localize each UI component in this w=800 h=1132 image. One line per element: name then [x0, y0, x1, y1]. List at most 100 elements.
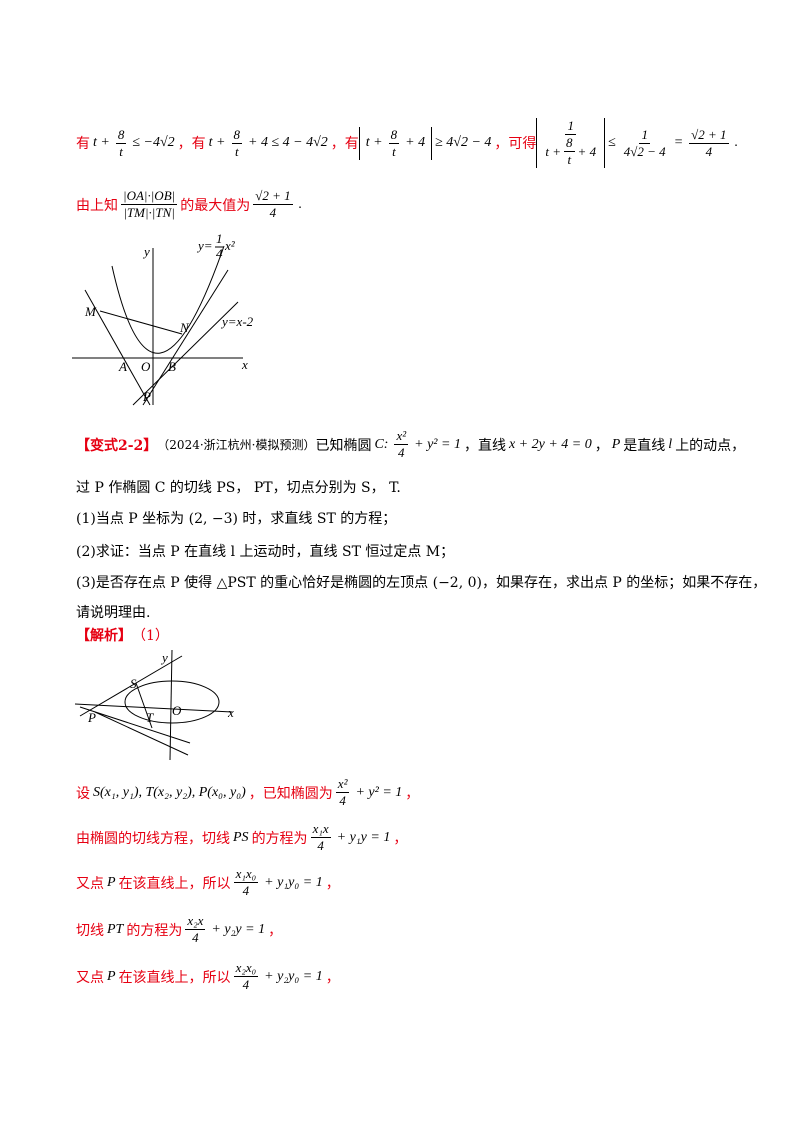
chord-st: [135, 682, 153, 729]
m3-lead: t +: [365, 135, 383, 150]
m2-tail: + 4 ≤ 4 − 4√2: [248, 135, 328, 150]
point-label: T: [146, 710, 154, 725]
point-label: O: [141, 359, 151, 374]
solution-line: 由椭圆的切线方程，切线 PS 的方程为 x₁x 4 + y₁y = 1，: [76, 821, 407, 854]
axis-label: y: [160, 650, 168, 665]
problem-line: 请说明理由.: [76, 602, 150, 622]
m3-num: 8: [388, 126, 400, 144]
source: （2024·浙江杭州·模拟预测）: [157, 438, 316, 452]
end: ，: [268, 922, 283, 939]
p2: 的最大值为: [180, 197, 251, 214]
problem-line: 【变式2-2】 （2024·浙江杭州·模拟预测） 已知椭圆 C: x² 4 + y² = …: [76, 428, 745, 461]
q3b: 请说明理由.: [76, 605, 151, 621]
problem-line: (3)是否存在点 P 使得 △PST 的重心恰好是椭圆的左顶点 (−2, 0)，…: [76, 572, 766, 592]
tail: + y₁y = 1: [336, 829, 391, 845]
m3-after: ≥ 4√2 − 4: [435, 135, 492, 150]
m4-rel: ≤: [608, 135, 616, 150]
den: |TM|·|TN|: [123, 205, 175, 220]
end: .: [298, 196, 303, 212]
tail: + y₂y₀ = 1: [264, 968, 323, 984]
m4-den-lead: t +: [545, 143, 562, 159]
line-label: y=x-2: [220, 314, 254, 329]
point-label: S: [130, 676, 137, 691]
m2-num: 8: [231, 126, 243, 144]
m4-num: 1: [565, 118, 576, 135]
num: x₁x: [310, 821, 331, 838]
curve-label: 1: [216, 231, 223, 246]
curve-label: x²: [224, 238, 236, 253]
s2: ，直线: [463, 437, 506, 454]
p2: 的方程为: [251, 830, 308, 847]
p1: 又点: [76, 875, 104, 892]
chord-mn: [99, 310, 183, 335]
num: x₂x: [185, 913, 206, 930]
layout: x² 4: [394, 428, 409, 461]
p1: 切线: [76, 922, 104, 939]
m3-tail: + 4: [405, 135, 426, 150]
intro-line: 有 t +8 t ≤ −4√2 ，有 t +8 t + 4 ≤ 4 − 4√2 ，有 t…: [76, 118, 741, 168]
s4: 是直线: [623, 437, 666, 454]
solution-line: 又点 P 在该直线上，所以 x₁x₀ 4 + y₁y₀ = 1，: [76, 866, 340, 899]
end: ，: [393, 830, 408, 847]
point-label: A: [118, 359, 127, 374]
tail: + y₁y₀ = 1: [264, 874, 323, 890]
p2: 在该直线上，所以: [118, 969, 231, 986]
q2: (2)求证：当点 P 在直线 l 上运动时，直线 ST 恒过定点 M；: [76, 544, 455, 560]
s3: ，: [594, 437, 609, 454]
line-eq: x + 2y + 4 = 0: [508, 436, 592, 452]
p2: 的方程为: [126, 922, 183, 939]
solution-heading: 【解析】 （1）: [76, 625, 169, 645]
layout: t +8 t + 4: [543, 135, 598, 168]
den: 4: [242, 977, 250, 992]
m2-den: t: [234, 143, 239, 159]
tail: + y² = 1: [355, 784, 403, 800]
m4-r-num: 1: [639, 126, 650, 144]
m1-tail: ≤ −4√2: [132, 135, 175, 150]
tag: 【变式2-2】: [76, 437, 158, 454]
p3: ，有: [330, 136, 359, 152]
end: .: [734, 135, 739, 150]
part: （1）: [132, 628, 169, 644]
e-den: 4: [398, 445, 405, 460]
tangent-line: [94, 711, 189, 756]
solution-line: 设 S(x₁, y₁), T(x₂, y₂), P(x₀, y₀) ，已知椭圆为 x…: [76, 776, 419, 809]
p1: 由椭圆的切线方程，切线: [76, 830, 230, 847]
curve-label: y=: [196, 238, 213, 253]
m: P: [107, 874, 116, 890]
m4-den-den: t: [567, 152, 572, 167]
pts: S(x₁, y₁), T(x₂, y₂), P(x₀, y₀): [93, 784, 246, 800]
line2: 过 P 作椭圆 C 的切线 PS， PT，切点分别为 S， T.: [76, 480, 401, 496]
m4-r-den: 4√2 − 4: [623, 143, 666, 159]
den: 4: [339, 793, 346, 808]
den: 4: [242, 883, 250, 898]
m4-eq: =: [673, 135, 684, 150]
s5: 上的动点，: [675, 437, 746, 454]
p1: 由上知: [76, 197, 118, 214]
point-label: P: [142, 389, 151, 404]
ellipse: [124, 680, 220, 724]
m1-lead: t +: [93, 135, 110, 150]
p1: 设: [76, 785, 90, 802]
num: x₂x₀: [233, 960, 259, 977]
q3: (3)是否存在点 P 使得 △PST 的重心恰好是椭圆的左顶点 (−2, 0)，…: [76, 575, 767, 591]
tag: 【解析】: [76, 628, 132, 644]
num: x²: [335, 776, 350, 793]
layout: x₂x 4: [185, 913, 206, 946]
figure-ellipse: y S P T O x: [74, 649, 234, 761]
tangent-line: [142, 269, 229, 406]
den: 4: [192, 930, 199, 945]
point-label: N: [179, 320, 190, 335]
p4: ，可得: [494, 136, 537, 152]
m: PS: [233, 829, 249, 845]
problem-line: (2)求证：当点 P 在直线 l 上运动时，直线 ST 恒过定点 M；: [76, 541, 454, 561]
den: 4: [317, 838, 324, 853]
